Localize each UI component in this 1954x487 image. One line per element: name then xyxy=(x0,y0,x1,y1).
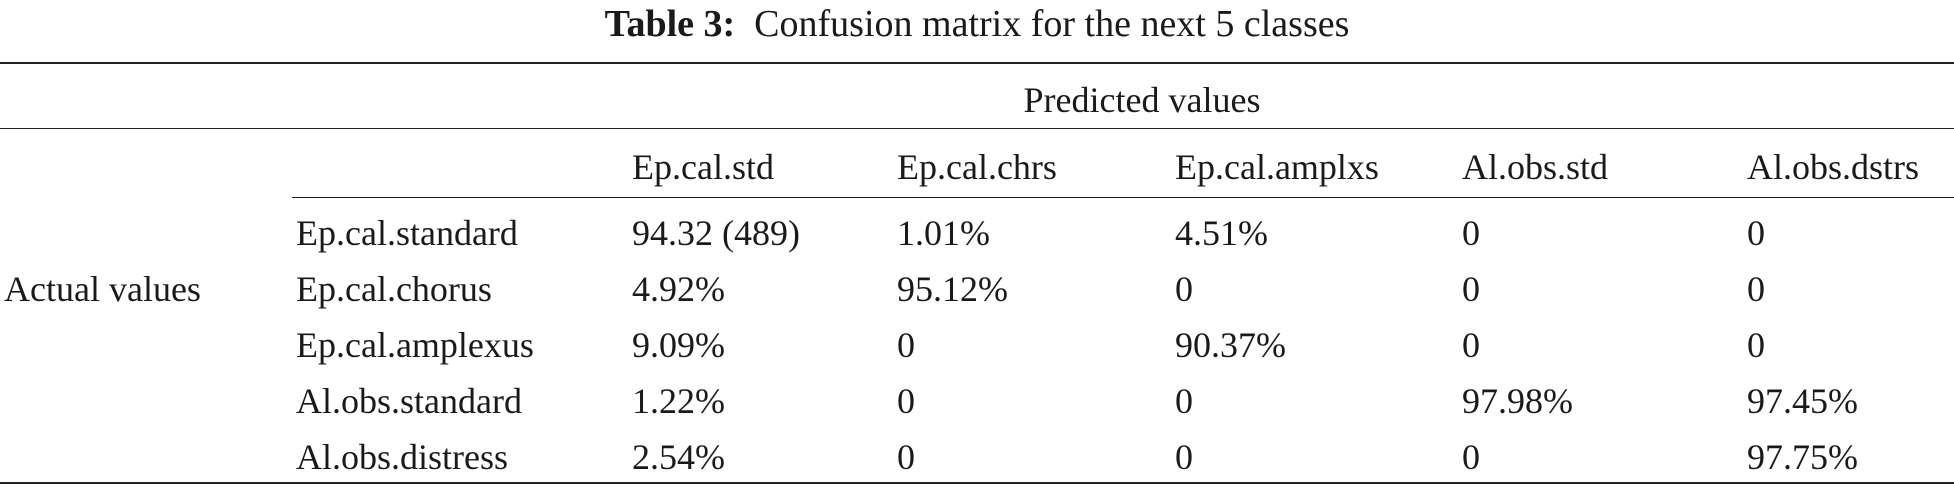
actual-values-label: Actual values xyxy=(4,269,201,309)
table-cell: 0 xyxy=(1462,325,1480,365)
table-cell: 1.22% xyxy=(632,381,725,421)
table-caption-text: Confusion matrix for the next 5 classes xyxy=(754,3,1350,45)
table-caption: Table 3: Confusion matrix for the next 5… xyxy=(0,2,1954,46)
table-cell: 94.32 (489) xyxy=(632,213,800,253)
table-cell: 0 xyxy=(1175,437,1193,477)
column-header: Ep.cal.std xyxy=(632,147,774,187)
column-header: Al.obs.std xyxy=(1462,147,1609,187)
table-cell: 0 xyxy=(1747,269,1765,309)
column-header: Al.obs.dstrs xyxy=(1747,147,1920,187)
row-label: Al.obs.distress xyxy=(296,437,509,477)
group-header-rule xyxy=(0,128,1954,129)
table-cell: 0 xyxy=(897,381,915,421)
table-cell: 4.51% xyxy=(1175,213,1268,253)
table-cell: 97.75% xyxy=(1747,437,1858,477)
column-header: Ep.cal.chrs xyxy=(897,147,1057,187)
top-rule xyxy=(0,62,1954,64)
table-cell: 0 xyxy=(1462,269,1480,309)
row-label: Ep.cal.standard xyxy=(296,213,518,253)
table-cell: 0 xyxy=(897,325,915,365)
table-cell: 4.92% xyxy=(632,269,725,309)
row-label: Ep.cal.amplexus xyxy=(296,325,534,365)
table-cell: 0 xyxy=(1175,269,1193,309)
table-cell: 9.09% xyxy=(632,325,725,365)
table-cell: 97.98% xyxy=(1462,381,1573,421)
table-cell: 97.45% xyxy=(1747,381,1858,421)
table-cell: 0 xyxy=(1175,381,1193,421)
table-cell: 0 xyxy=(1747,213,1765,253)
table-cell: 95.12% xyxy=(897,269,1008,309)
table-cell: 1.01% xyxy=(897,213,990,253)
table-cell: 0 xyxy=(1747,325,1765,365)
bottom-rule xyxy=(0,482,1954,484)
table-cell: 0 xyxy=(897,437,915,477)
table-cell: 2.54% xyxy=(632,437,725,477)
table-cell: 0 xyxy=(1462,213,1480,253)
table-cell: 90.37% xyxy=(1175,325,1286,365)
column-header: Ep.cal.amplxs xyxy=(1175,147,1379,187)
table-cell: 0 xyxy=(1462,437,1480,477)
table-caption-label: Table 3: xyxy=(604,3,736,45)
row-label: Ep.cal.chorus xyxy=(296,269,492,309)
predicted-values-header: Predicted values xyxy=(1023,80,1261,120)
column-header-rule xyxy=(292,197,1954,198)
row-label: Al.obs.standard xyxy=(296,381,522,421)
